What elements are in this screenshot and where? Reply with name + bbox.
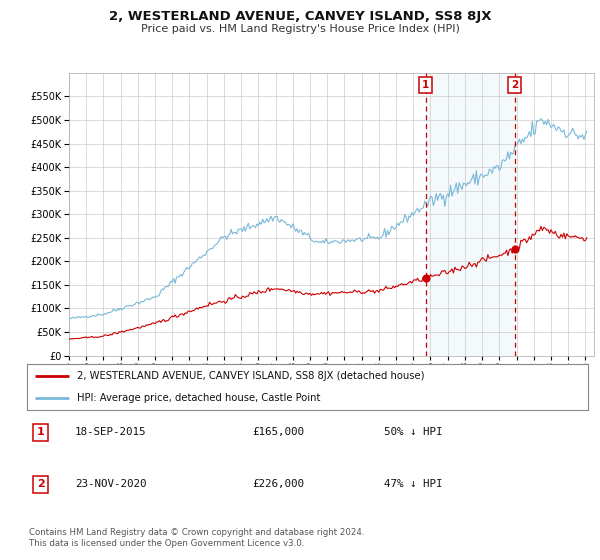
Text: HPI: Average price, detached house, Castle Point: HPI: Average price, detached house, Cast… [77,393,321,403]
Text: 2: 2 [37,479,44,489]
Point [510,245,520,254]
Text: 1: 1 [422,80,429,90]
Text: 18-SEP-2015: 18-SEP-2015 [75,427,146,437]
Text: 23-NOV-2020: 23-NOV-2020 [75,479,146,489]
Text: 2, WESTERLAND AVENUE, CANVEY ISLAND, SS8 8JX: 2, WESTERLAND AVENUE, CANVEY ISLAND, SS8… [109,10,491,23]
Bar [425,73,515,356]
Text: 47% ↓ HPI: 47% ↓ HPI [384,479,443,489]
Text: £165,000: £165,000 [252,427,304,437]
Text: 1: 1 [37,427,44,437]
Text: £226,000: £226,000 [252,479,304,489]
Text: 50% ↓ HPI: 50% ↓ HPI [384,427,443,437]
Text: Contains HM Land Registry data © Crown copyright and database right 2024.: Contains HM Land Registry data © Crown c… [29,528,364,536]
Text: 2, WESTERLAND AVENUE, CANVEY ISLAND, SS8 8JX (detached house): 2, WESTERLAND AVENUE, CANVEY ISLAND, SS8… [77,371,425,381]
Text: This data is licensed under the Open Government Licence v3.0.: This data is licensed under the Open Gov… [29,539,304,548]
Text: Price paid vs. HM Land Registry's House Price Index (HPI): Price paid vs. HM Land Registry's House … [140,24,460,34]
Text: 2: 2 [511,80,518,90]
Point [421,273,430,282]
